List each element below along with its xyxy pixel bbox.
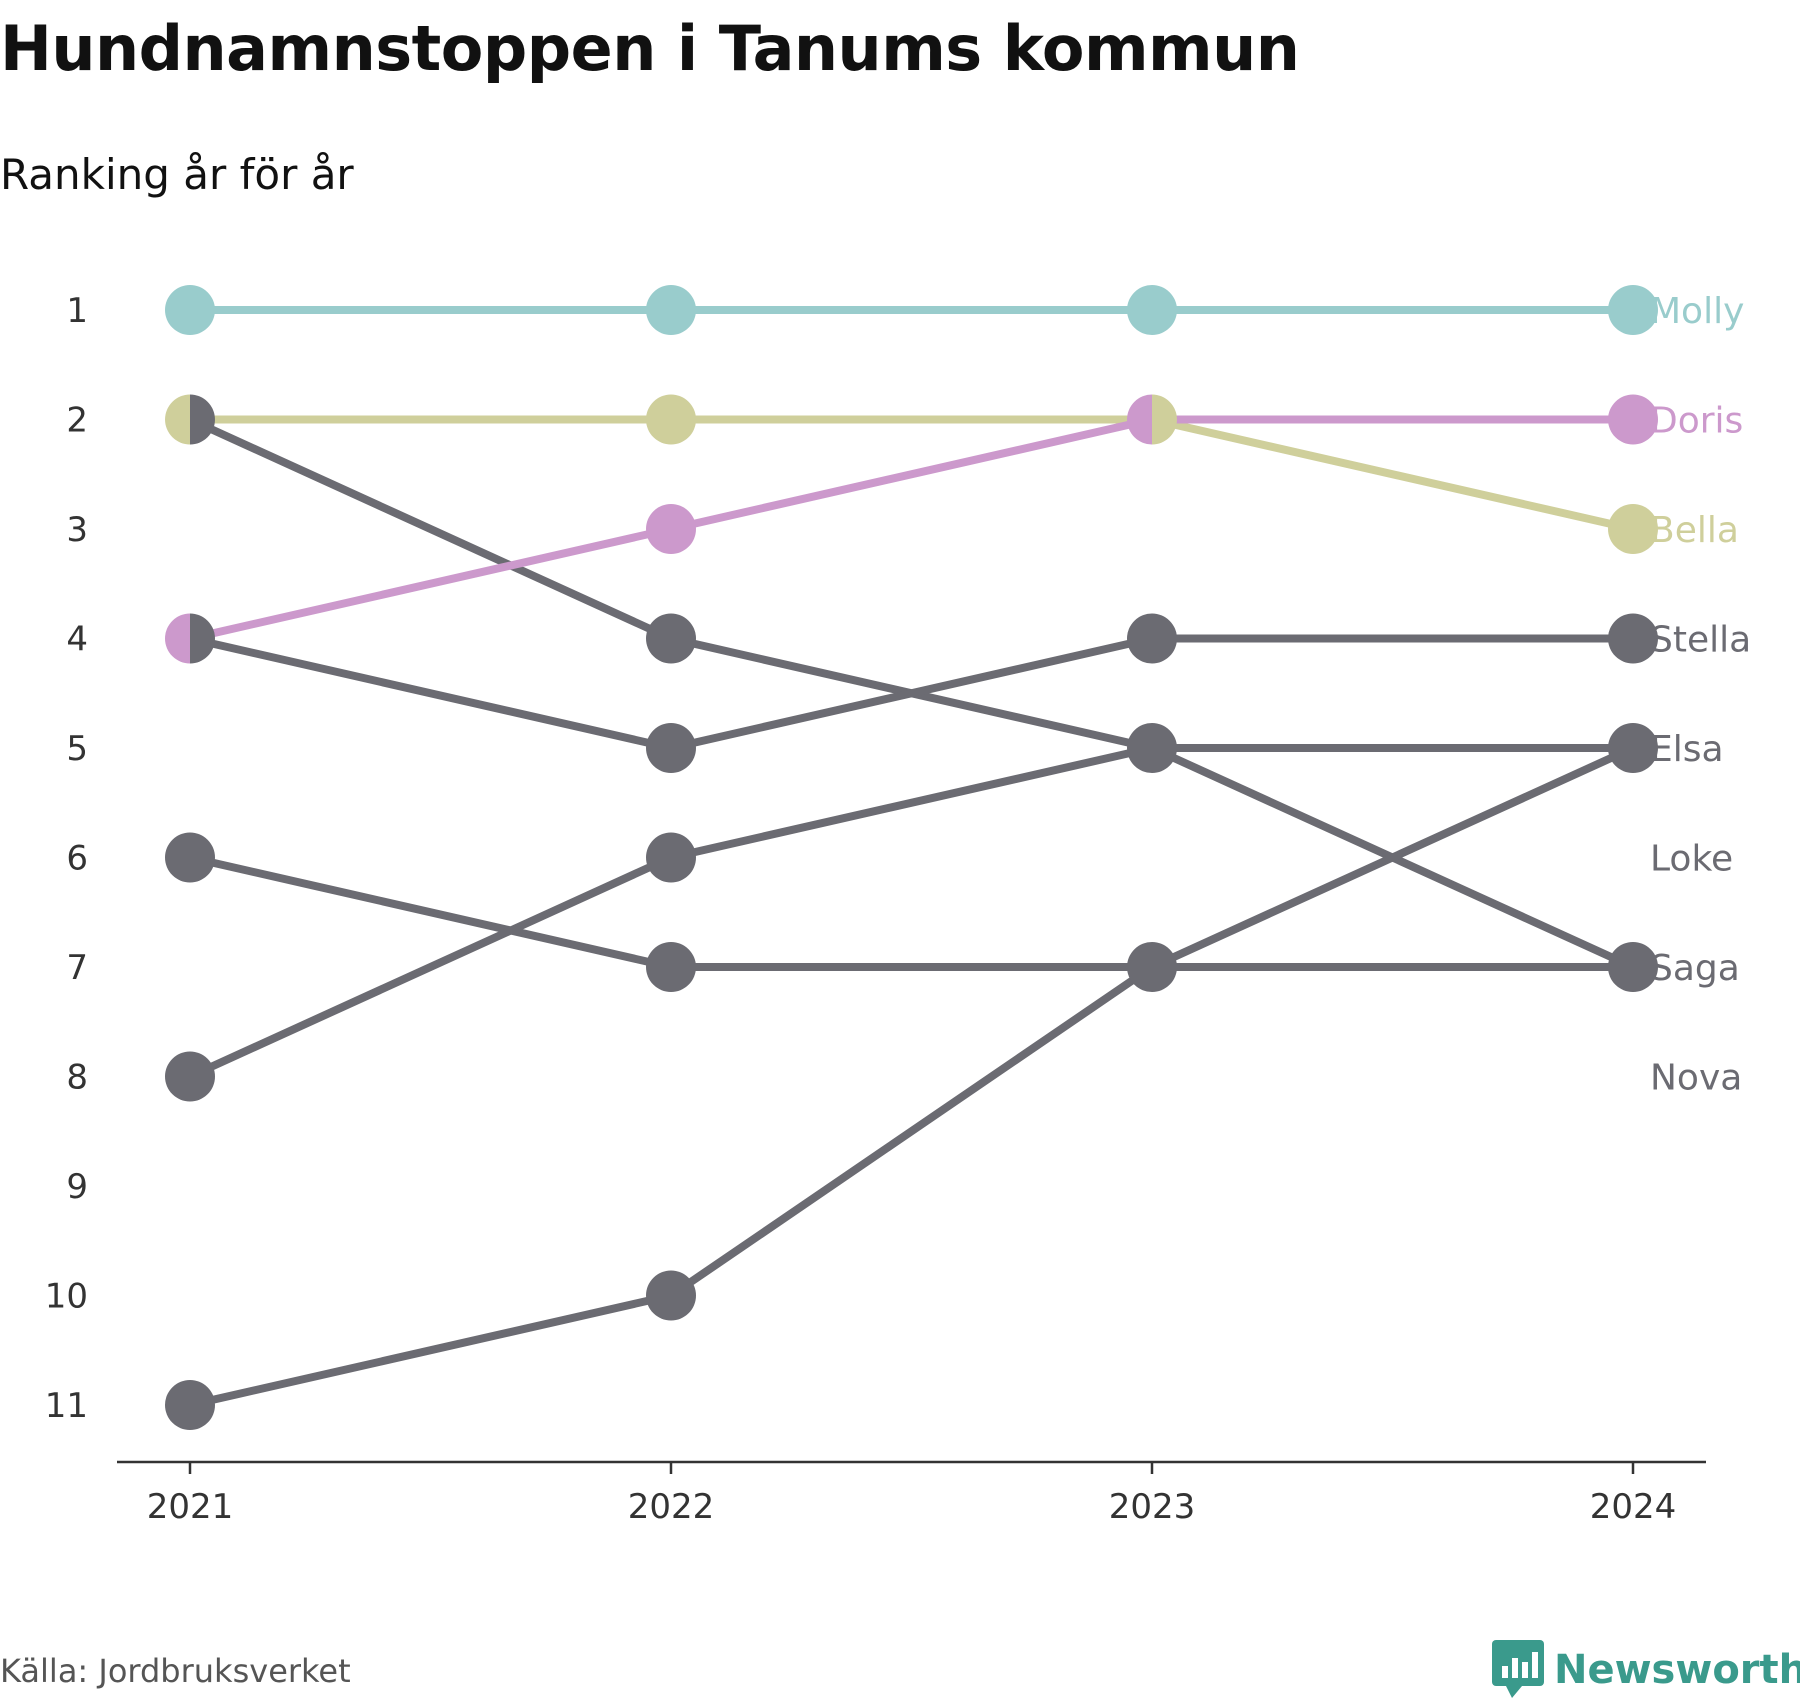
series-line-extra-a bbox=[186, 853, 1637, 971]
marker-elsa bbox=[646, 1270, 696, 1321]
y-tick-label: 1 bbox=[66, 291, 88, 331]
series-line-bella bbox=[186, 415, 1637, 533]
marker-half-stella bbox=[190, 613, 216, 664]
marker-half-bella bbox=[1152, 394, 1177, 445]
x-tick-label: 2024 bbox=[1590, 1487, 1677, 1527]
marker-stella bbox=[646, 723, 696, 773]
marker-bella bbox=[646, 394, 696, 445]
marker-molly bbox=[165, 285, 215, 335]
marker-half-extra-b bbox=[1608, 723, 1633, 773]
chart-subtitle: Ranking år för år bbox=[0, 150, 354, 199]
series-line-stella bbox=[186, 634, 1637, 752]
marker-extra-b bbox=[646, 832, 696, 883]
marker-half-saga bbox=[1152, 723, 1177, 773]
x-tick-label: 2023 bbox=[1109, 1487, 1196, 1527]
marker-molly bbox=[646, 285, 696, 335]
marker-half-saga bbox=[1633, 942, 1658, 992]
y-tick-label: 10 bbox=[45, 1277, 88, 1317]
marker-molly bbox=[1127, 285, 1177, 335]
series-label-elsa: Elsa bbox=[1650, 729, 1724, 770]
marker-half-doris bbox=[1127, 394, 1152, 445]
marker-molly bbox=[1608, 285, 1658, 335]
chart-bubble-icon bbox=[1492, 1640, 1544, 1698]
series-label-nova: Nova bbox=[1650, 1058, 1742, 1099]
marker-half-extra-a bbox=[1127, 942, 1152, 992]
series-line-elsa bbox=[186, 744, 1637, 1409]
series-label-doris: Doris bbox=[1650, 401, 1743, 442]
series-line-extra-b bbox=[186, 744, 1637, 1081]
marker-stella bbox=[1608, 613, 1658, 664]
marker-bella bbox=[1608, 504, 1658, 554]
y-tick-label: 2 bbox=[66, 401, 88, 441]
series-label-saga: Saga bbox=[1650, 948, 1740, 989]
brand-name: Newsworthy bbox=[1554, 1647, 1800, 1693]
series-label-molly: Molly bbox=[1650, 291, 1744, 332]
x-tick-label: 2022 bbox=[628, 1487, 715, 1527]
series-line-doris bbox=[186, 415, 1637, 643]
y-tick-label: 8 bbox=[66, 1058, 88, 1098]
marker-elsa bbox=[165, 1380, 215, 1430]
series-label-stella: Stella bbox=[1650, 620, 1751, 661]
series-label-bella: Bella bbox=[1650, 510, 1739, 551]
chart-title: Hundnamnstoppen i Tanums kommun bbox=[0, 12, 1300, 85]
marker-extra-a bbox=[646, 942, 696, 992]
marker-half-extra-a bbox=[1608, 942, 1633, 992]
y-tick-label: 7 bbox=[66, 948, 88, 988]
marker-doris bbox=[1608, 394, 1658, 445]
y-tick-label: 5 bbox=[66, 729, 88, 769]
marker-half-elsa bbox=[1633, 723, 1658, 773]
marker-half-elsa bbox=[1152, 942, 1177, 992]
marker-half-bella bbox=[165, 394, 190, 445]
y-tick-label: 3 bbox=[66, 510, 88, 550]
y-tick-label: 11 bbox=[45, 1386, 88, 1426]
marker-half-saga bbox=[190, 394, 215, 445]
x-tick-label: 2021 bbox=[147, 1487, 234, 1527]
bump-chart: 1 2 3 4 5 6 7 8 9 10 11 2021 2022 2023 2024 Molly Doris B… bbox=[45, 285, 1751, 1527]
marker-saga bbox=[646, 613, 696, 664]
y-tick-label: 9 bbox=[66, 1167, 88, 1207]
source-note: Källa: Jordbruksverket bbox=[0, 1652, 351, 1690]
marker-extra-a bbox=[165, 832, 215, 883]
series-label-loke: Loke bbox=[1650, 839, 1733, 880]
y-tick-label: 6 bbox=[66, 839, 88, 879]
marker-half-doris bbox=[165, 613, 190, 664]
marker-doris bbox=[646, 504, 696, 554]
marker-extra-b bbox=[165, 1051, 215, 1102]
marker-half-extra-b bbox=[1127, 723, 1152, 773]
y-tick-label: 4 bbox=[66, 620, 88, 660]
brand-logo: Newsworthy bbox=[1492, 1640, 1800, 1700]
marker-stella bbox=[1127, 613, 1177, 664]
